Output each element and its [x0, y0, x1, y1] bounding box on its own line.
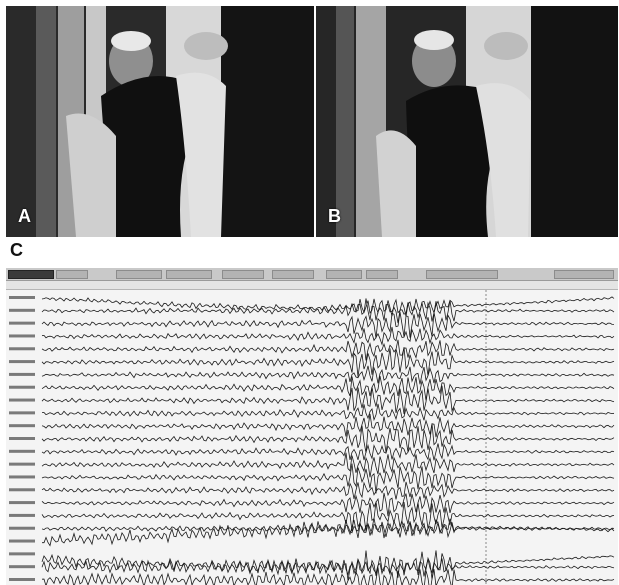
channel-label [9, 475, 35, 479]
toolbar-button[interactable] [426, 270, 498, 279]
channel-label [9, 296, 35, 299]
channel-label [9, 385, 35, 389]
eeg-traces [9, 290, 615, 585]
eeg-channel-trace [41, 385, 615, 414]
channel-label [9, 321, 35, 325]
eeg-channel-trace [41, 520, 615, 539]
panel-c-label: C [10, 240, 23, 260]
eeg-channel-trace [41, 339, 615, 361]
eeg-channel-trace [41, 326, 615, 346]
channel-label [9, 334, 35, 338]
channel-label [9, 513, 35, 517]
video-frame-a: A [6, 6, 314, 237]
eeg-recording [6, 268, 618, 585]
video-frame-b: B [316, 6, 618, 237]
eeg-channel-trace [41, 567, 615, 585]
toolbar-button[interactable] [166, 270, 212, 279]
channel-label [9, 424, 35, 428]
eeg-channel-trace [41, 492, 615, 517]
eeg-channel-trace [41, 443, 615, 461]
channel-label [9, 308, 35, 312]
toolbar-button[interactable] [8, 270, 54, 279]
channel-label [9, 449, 35, 453]
toolbar-button[interactable] [554, 270, 614, 279]
channel-label [9, 347, 35, 351]
eeg-subbar [6, 281, 618, 290]
eeg-toolbar [6, 268, 618, 281]
panel-a-label: A [18, 206, 31, 226]
eeg-channel-trace [41, 452, 615, 478]
eeg-channel-trace [41, 403, 615, 422]
eeg-channel-trace [41, 481, 615, 500]
toolbar-button[interactable] [116, 270, 162, 279]
toolbar-button[interactable] [272, 270, 314, 279]
channel-label [9, 372, 35, 376]
eeg-channel-trace [41, 347, 615, 377]
channel-label [9, 488, 35, 492]
channel-label [9, 437, 35, 440]
eeg-channel-trace [41, 558, 615, 577]
eeg-channel-trace [41, 296, 615, 317]
video-frame-b-image [316, 6, 618, 237]
eeg-channel-trace [41, 423, 615, 453]
channel-label [9, 501, 35, 505]
eeg-channel-trace [41, 501, 615, 532]
toolbar-button[interactable] [56, 270, 88, 279]
channel-label [9, 398, 35, 402]
toolbar-button[interactable] [222, 270, 264, 279]
channel-label [9, 578, 35, 581]
channel-label [9, 552, 35, 556]
eeg-channel-trace [41, 311, 615, 339]
eeg-channel-trace [41, 375, 615, 401]
toolbar-button[interactable] [366, 270, 398, 279]
eeg-channel-trace [41, 550, 615, 581]
channel-label [9, 411, 35, 415]
channel-label [9, 462, 35, 466]
eeg-channel-trace [42, 517, 615, 547]
channel-label [9, 539, 35, 543]
panel-b-label: B [328, 206, 341, 226]
channel-label [9, 360, 35, 364]
toolbar-button[interactable] [326, 270, 362, 279]
eeg-channel-trace [41, 365, 615, 385]
eeg-channel-trace [41, 413, 615, 438]
video-frame-a-image [6, 6, 314, 237]
channel-label [9, 565, 35, 569]
eeg-channel-trace [41, 463, 615, 494]
eeg-channel-trace [41, 298, 615, 324]
channel-label [9, 526, 35, 530]
